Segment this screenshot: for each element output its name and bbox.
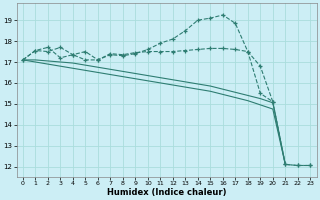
X-axis label: Humidex (Indice chaleur): Humidex (Indice chaleur) <box>107 188 226 197</box>
